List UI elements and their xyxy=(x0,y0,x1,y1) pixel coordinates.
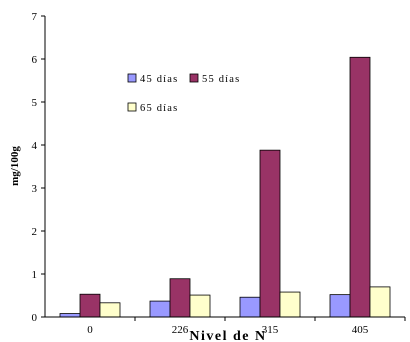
y-tick-label-6: 6 xyxy=(32,54,38,66)
legend-swatch-55-dias xyxy=(189,73,199,83)
bar-45-dias-405 xyxy=(329,294,351,318)
x-axis-title: Nivel de N xyxy=(189,329,266,342)
x-axis-ticks: 0 226 315 405 xyxy=(87,317,406,336)
bar-55-dias-0 xyxy=(79,293,101,318)
legend: 45 días 55 días 65 días xyxy=(123,66,245,121)
bar-55-dias-405 xyxy=(349,56,371,318)
bar-55-dias-226 xyxy=(169,278,191,318)
y-tick-label-0: 0 xyxy=(32,312,38,324)
y-axis-ticks: 0 1 2 3 4 5 6 7 xyxy=(32,11,45,324)
x-tick-label-226: 226 xyxy=(172,324,189,336)
y-tick-label-5: 5 xyxy=(32,97,38,109)
y-tick-label-7: 7 xyxy=(32,11,38,23)
y-tick-label-1: 1 xyxy=(32,269,38,281)
legend-label-65-dias: 65 días xyxy=(140,103,178,114)
bar-65-dias-315 xyxy=(279,291,301,318)
legend-label-45-dias: 45 días xyxy=(140,74,178,85)
legend-swatch-65-dias xyxy=(127,102,137,112)
x-tick-label-0: 0 xyxy=(87,324,93,336)
bar-55-dias-315 xyxy=(259,149,281,318)
bar-65-dias-0 xyxy=(99,302,121,318)
y-tick-label-4: 4 xyxy=(32,140,38,152)
x-tick-label-405: 405 xyxy=(352,324,369,336)
bars-layer xyxy=(59,56,391,318)
bar-45-dias-0 xyxy=(59,313,81,318)
legend-box xyxy=(123,66,245,121)
legend-label-55-dias: 55 días xyxy=(202,74,240,85)
bar-45-dias-226 xyxy=(149,300,171,318)
x-tick-label-315: 315 xyxy=(262,324,279,336)
bar-65-dias-405 xyxy=(369,286,391,318)
y-tick-label-3: 3 xyxy=(32,183,38,195)
y-tick-label-2: 2 xyxy=(32,226,38,238)
y-axis-title: mg/100g xyxy=(9,146,21,186)
bar-45-dias-315 xyxy=(239,296,261,318)
bar-65-dias-226 xyxy=(189,294,211,318)
legend-swatch-45-dias xyxy=(127,73,137,83)
